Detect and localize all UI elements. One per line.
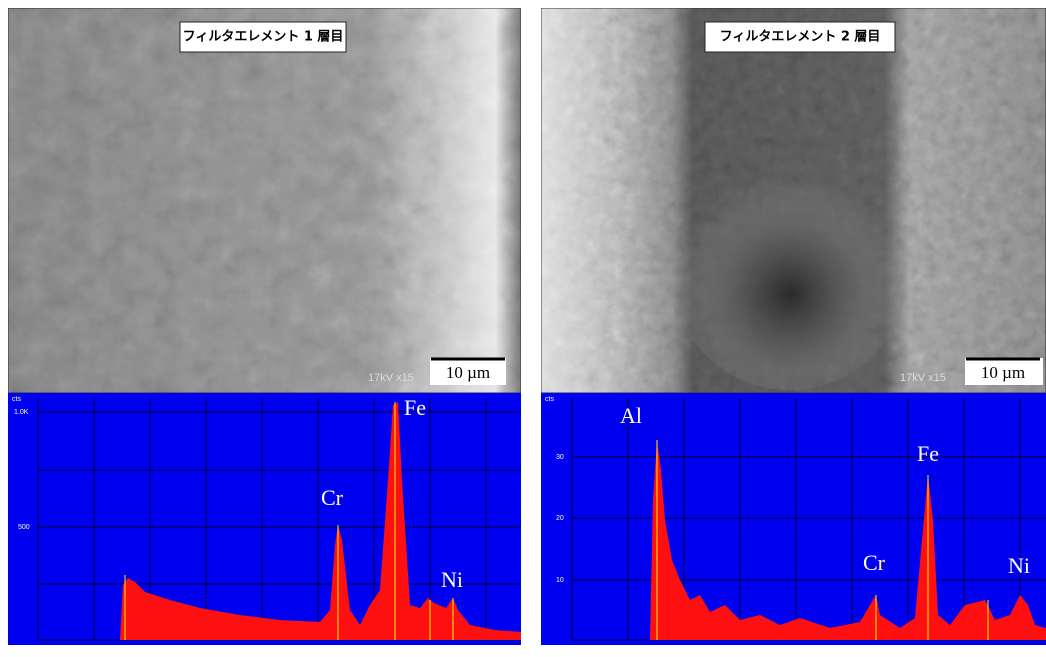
sem-image-2: フィルタエレメント 2 層目 17kV x15 10 µm bbox=[541, 8, 1046, 393]
y-tick-label: 30 bbox=[556, 454, 564, 461]
peak-label: Cr bbox=[321, 485, 344, 510]
figure: フィルタエレメント 1 層目 17kV x15 10 µm フィルタエレメント … bbox=[0, 0, 1046, 652]
pit-shadow bbox=[670, 150, 910, 390]
panel-title: フィルタエレメント 1 層目 bbox=[183, 30, 344, 45]
peak-label: Ni bbox=[1008, 553, 1030, 578]
peak-label: Fe bbox=[917, 441, 939, 466]
y-tick-label: 20 bbox=[556, 515, 564, 522]
peak-label: Ni bbox=[441, 567, 463, 592]
peak-label: Cr bbox=[863, 550, 886, 575]
eds-spectrum-2: cts 30 20 10 Al Fe Cr Ni bbox=[541, 393, 1046, 645]
scale-bar-label: 10 µm bbox=[981, 363, 1025, 382]
y-axis-unit: cts bbox=[12, 396, 21, 403]
peak-label: Fe bbox=[404, 395, 426, 420]
panel-title: フィルタエレメント 2 層目 bbox=[720, 30, 881, 45]
eds-spectrum-1: cts 1.0K 500 Cr Fe Ni bbox=[8, 393, 521, 645]
sem-image-1: フィルタエレメント 1 層目 17kV x15 10 µm bbox=[8, 8, 521, 393]
y-axis-unit: cts bbox=[545, 396, 554, 403]
y-tick-label: 10 bbox=[556, 577, 564, 584]
y-tick-label: 1.0K bbox=[14, 409, 29, 416]
y-tick-label: 500 bbox=[18, 524, 30, 531]
scale-bar-label: 10 µm bbox=[446, 363, 490, 382]
instrument-label: 17kV x15 bbox=[368, 372, 414, 384]
instrument-label: 17kV x15 bbox=[900, 372, 946, 384]
peak-label: Al bbox=[620, 403, 642, 428]
